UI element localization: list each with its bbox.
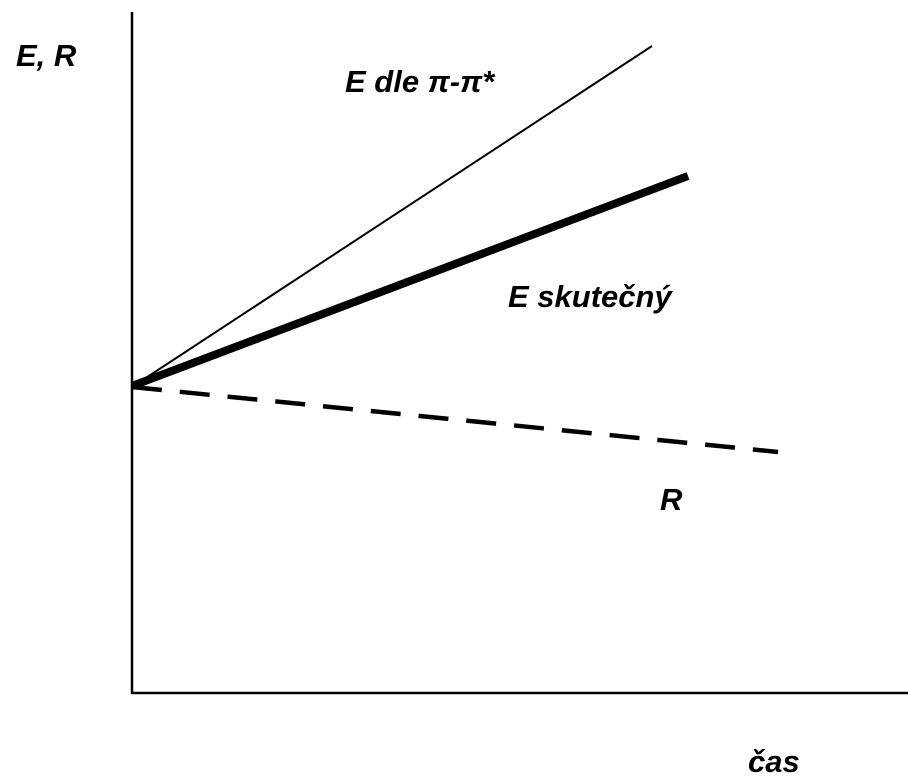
line-label: E skutečný	[508, 279, 673, 314]
line-e-real	[130, 172, 690, 390]
line-r	[131, 384, 779, 455]
line-e-pi	[131, 45, 653, 388]
line-label: E dle π-π*	[345, 64, 496, 99]
y-axis-label: E, R	[16, 38, 77, 73]
x-axis-label: čas	[748, 744, 800, 779]
line-label: R	[660, 482, 683, 517]
